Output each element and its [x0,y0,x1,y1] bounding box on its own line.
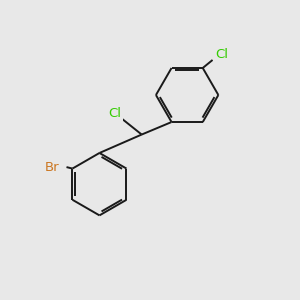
Text: Br: Br [45,160,60,174]
Text: Cl: Cl [108,107,122,120]
Text: Cl: Cl [215,47,228,61]
